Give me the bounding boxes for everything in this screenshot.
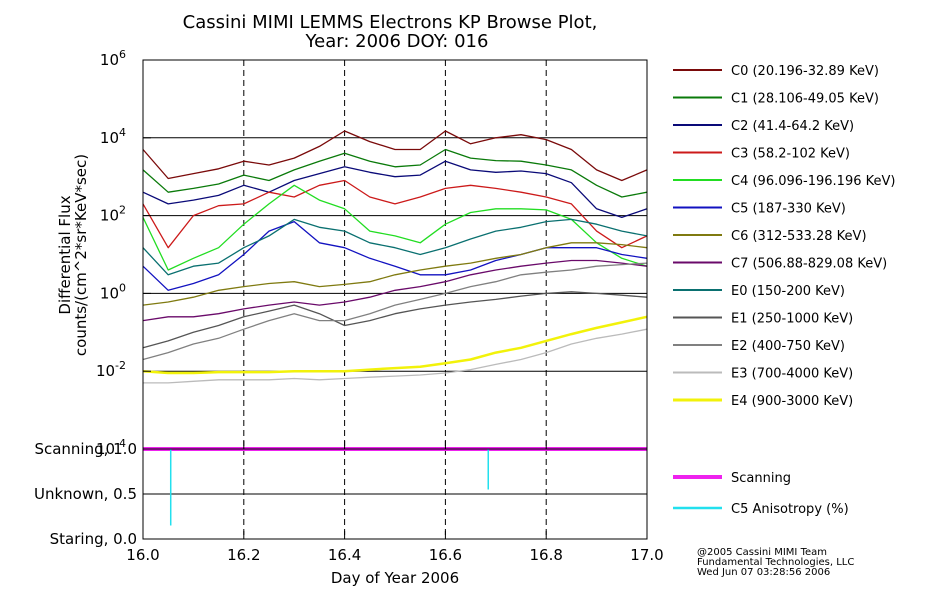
flux-legend: C0 (20.196-32.89 KeV) C1 (28.106-49.05 Ke… (673, 64, 895, 409)
x-tick-label: 16.8 (529, 546, 562, 564)
series-line-11 (143, 328, 648, 384)
x-tick-label: 16.6 (429, 546, 462, 564)
title-line-1: Cassini MIMI LEMMS Electrons KP Browse P… (183, 12, 598, 33)
legend-label: C0 (20.196-32.89 KeV) (731, 64, 879, 79)
legend-label: C7 (506.88-829.08 KeV) (731, 257, 887, 272)
series-line-7 (142, 259, 648, 322)
legend-label: C4 (96.096-196.196 KeV) (731, 174, 895, 189)
flux-y-tick-exp: -4 (115, 437, 126, 450)
x-tick-label: 16.0 (126, 546, 159, 564)
footer-line-1: @2005 Cassini MIMI Team (697, 547, 827, 558)
flux-y-tick-base: 10 (96, 440, 115, 458)
legend-label: C3 (58.2-102 KeV) (731, 147, 850, 162)
series-line-8 (142, 218, 648, 276)
x-tick-label: 16.2 (227, 546, 260, 564)
series-line-4 (142, 184, 648, 271)
footer-credits: @2005 Cassini MIMI Team Fundamental Tech… (697, 547, 854, 578)
legend-label: C5 Anisotropy (%) (731, 502, 849, 517)
series-line-10 (142, 262, 648, 361)
x-ticks: 16.0 16.2 16.4 16.6 16.8 17.0 (126, 441, 664, 564)
flux-y-tick-exp: 6 (119, 48, 126, 61)
mode-y-tick-label: Scanning, 1.0 (34, 440, 137, 458)
flux-y-tick-base: 10 (96, 362, 115, 380)
flux-grid (143, 60, 647, 449)
y-axis-label-line-1: Differential Flux (56, 195, 74, 314)
series-line-5 (142, 220, 648, 291)
flux-y-tick-label: 10-4 (96, 437, 126, 458)
mode-y-ticks: Staring, 0.0 Unknown, 0.5 Scanning, 1.0 (34, 440, 151, 548)
x-axis-label: Day of Year 2006 (331, 569, 459, 587)
flux-plot-frame (142, 59, 648, 450)
flux-y-tick-base: 10 (100, 129, 119, 147)
y-axis-label-line-2: counts/(cm^2*sr*KeV*sec) (72, 154, 90, 356)
legend-label: Scanning (731, 471, 791, 486)
flux-y-tick-label: 106 (100, 48, 126, 69)
flux-series (142, 130, 648, 384)
flux-y-tick-exp: 0 (119, 281, 126, 294)
legend-label: C2 (41.4-64.2 KeV) (731, 119, 854, 134)
mode-y-tick-label: Unknown, 0.5 (34, 485, 137, 503)
legend-label: E1 (250-1000 KeV) (731, 312, 853, 327)
flux-y-tick-base: 10 (100, 51, 119, 69)
footer-line-3: Wed Jun 07 03:28:56 2006 (697, 567, 830, 578)
legend-label: E3 (700-4000 KeV) (731, 367, 853, 382)
legend-label: E0 (150-200 KeV) (731, 284, 845, 299)
legend-label: E2 (400-750 KeV) (731, 339, 845, 354)
series-line-9 (142, 291, 648, 349)
mode-legend: Scanning C5 Anisotropy (%) (673, 471, 849, 517)
footer-line-2: Fundamental Technologies, LLC (697, 557, 854, 568)
mode-series (143, 447, 647, 526)
series-line-0 (142, 130, 648, 182)
x-tick-label: 16.4 (328, 546, 361, 564)
mode-plot: Staring, 0.0 Unknown, 0.5 Scanning, 1.0 16… (34, 440, 664, 587)
legend-label: E4 (900-3000 KeV) (731, 394, 853, 409)
flux-y-tick-base: 10 (100, 207, 119, 225)
mode-grid (143, 449, 647, 539)
x-tick-label: 17.0 (630, 546, 663, 564)
flux-y-tick-label: 104 (100, 126, 126, 147)
legend-label: C1 (28.106-49.05 KeV) (731, 92, 879, 107)
series-line-3 (142, 179, 648, 249)
flux-y-tick-exp: 4 (119, 126, 126, 139)
legend-label: C6 (312-533.28 KeV) (731, 229, 867, 244)
mode-y-tick-label: Staring, 0.0 (50, 530, 137, 548)
flux-y-tick-label: 102 (100, 204, 126, 225)
legend-label: C5 (187-330 KeV) (731, 202, 846, 217)
flux-y-tick-label: 100 (100, 281, 126, 302)
flux-y-tick-exp: 2 (119, 204, 126, 217)
series-line-1 (142, 148, 648, 198)
series-line-6 (142, 242, 648, 306)
flux-y-tick-exp: -2 (115, 359, 126, 372)
series-line-2 (142, 160, 648, 219)
series-line-12 (142, 315, 648, 375)
flux-y-tick-base: 10 (100, 284, 119, 302)
title-line-2: Year: 2006 DOY: 016 (305, 31, 489, 52)
flux-y-tick-label: 10-2 (96, 359, 126, 380)
